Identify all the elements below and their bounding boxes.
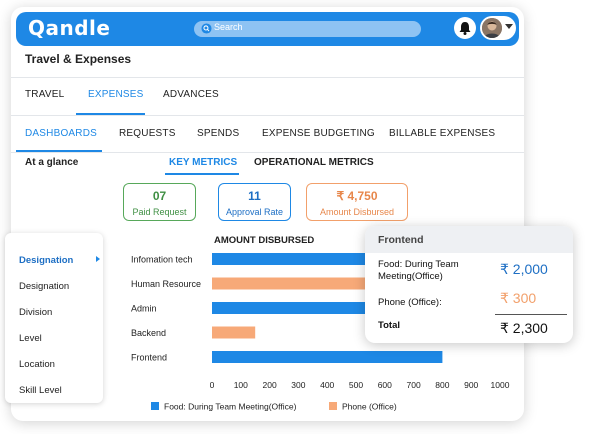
module-title: Travel & Expenses [25,52,132,66]
legend-label: Phone (Office) [342,402,397,412]
category-label: Backend [131,328,166,338]
at-a-glance-label: At a glance [25,157,79,168]
x-tick-label: 500 [349,380,363,390]
menu-item-designation[interactable]: Designation [19,281,70,292]
category-label: Infomation tech [131,255,193,265]
active-subtab-indicator [16,150,102,152]
kpi-amount-disbursed[interactable]: ₹ 4,750 Amount Disbursed [306,183,408,221]
x-tick-label: 600 [378,380,392,390]
tooltip-header: Frontend [365,226,573,253]
kpi-value: 07 [152,189,167,203]
bell-icon [459,22,471,35]
active-tab-indicator [76,113,145,115]
tab-spends[interactable]: SPENDS [197,128,240,139]
bar [212,326,256,339]
avatar [482,18,502,38]
divider [11,115,524,116]
kpi-value: 11 [248,189,261,203]
tooltip-row-value: ₹ 2,000 [500,261,548,277]
group-by-menu: Designation Designation Division Level L… [5,233,103,403]
x-tick-label: 0 [210,380,215,390]
x-tick-label: 400 [320,380,334,390]
kpi-approval-rate[interactable]: 11 Approval Rate [218,183,291,221]
search-placeholder: Search [214,22,243,32]
tooltip-total-label: Total [378,320,400,331]
search-input[interactable]: Search [194,21,421,37]
x-tick-label: 900 [464,380,478,390]
menu-item-division[interactable]: Division [19,307,53,318]
category-label: Admin [131,304,157,314]
bar [212,253,400,265]
tab-advances[interactable]: ADVANCES [163,89,219,100]
tooltip-title: Frontend [378,234,424,246]
tab-expenses[interactable]: EXPENSES [88,89,144,100]
x-tick-label: 1000 [491,380,510,390]
bar [212,351,443,363]
x-tick-label: 800 [435,380,449,390]
tooltip-row-label: Phone (Office): [378,297,442,308]
amount-disbursed-chart: AMOUNT DISBURSED Infomation tech Human Res… [131,235,510,412]
tab-requests[interactable]: REQUESTS [119,128,176,139]
notifications-button[interactable] [454,17,476,39]
kpi-label: Amount Disbursed [319,207,395,217]
x-tick-label: 200 [263,380,277,390]
tab-billable-expenses[interactable]: BILLABLE EXPENSES [389,128,496,139]
kpi-value: ₹ 4,750 [336,189,378,203]
app-logo[interactable]: Qandle [28,16,111,40]
total-divider [495,314,567,315]
menu-item-designation[interactable]: Designation [19,255,74,266]
divider [11,152,524,153]
tab-dashboards[interactable]: DASHBOARDS [25,128,98,139]
chart-tooltip: Frontend Food: During Team Meeting(Offic… [365,226,573,343]
legend-swatch [151,402,159,410]
x-tick-label: 300 [291,380,305,390]
kpi-label: Approval Rate [225,207,284,217]
kpi-label: Paid Request [132,207,187,217]
tab-travel[interactable]: TRAVEL [25,89,65,100]
bar [212,277,380,290]
tooltip-row-value: ₹ 300 [500,290,537,306]
tooltip-row-label: Food: During Team Meeting(Office) [378,259,459,282]
chevron-right-icon [96,256,100,262]
legend-label: Food: During Team Meeting(Office) [164,402,297,412]
search-icon [201,23,212,34]
tab-key-metrics[interactable]: KEY METRICS [169,157,238,168]
legend-swatch [329,402,337,410]
category-label: Human Resource [131,279,201,289]
top-bar: Qandle Search [16,12,519,46]
main-tabs: TRAVEL EXPENSES ADVANCES [11,77,524,115]
menu-item-level[interactable]: Level [19,333,42,344]
tab-expense-budgeting[interactable]: EXPENSE BUDGETING [262,128,375,139]
divider [11,77,524,78]
tooltip-total-value: ₹ 2,300 [500,320,548,336]
sub-tabs: DASHBOARDS REQUESTS SPENDS EXPENSE BUDGE… [11,116,524,152]
tab-operational-metrics[interactable]: OPERATIONAL METRICS [254,157,374,168]
user-menu-button[interactable] [480,16,516,40]
menu-item-location[interactable]: Location [19,359,55,370]
x-tick-label: 100 [234,380,248,390]
kpi-paid-request[interactable]: 07 Paid Request [123,183,196,221]
chart-title: AMOUNT DISBURSED [214,235,314,246]
x-tick-label: 700 [407,380,421,390]
bar [212,302,391,314]
menu-item-skill-level[interactable]: Skill Level [19,385,62,396]
active-metric-tab-indicator [165,173,239,175]
category-label: Frontend [131,353,167,363]
chevron-down-icon [505,24,513,29]
